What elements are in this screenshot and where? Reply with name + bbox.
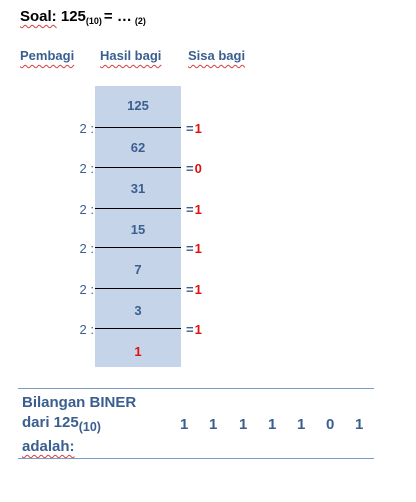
binary-digit: 1 (180, 416, 189, 433)
problem-title: Soal: 125(10) = … (2) (20, 8, 146, 26)
remainder-row: =0 (186, 161, 202, 176)
problem-number: 125 (60, 8, 86, 25)
remainder-value: 0 (194, 161, 202, 176)
problem-base: (10) (85, 16, 102, 26)
remainder-row: =1 (186, 322, 202, 337)
remainder-row: =1 (186, 202, 202, 217)
divisor-label: 2 : (79, 121, 94, 136)
result-label-base: (10) (78, 420, 101, 434)
result-label-line3: adalah: (22, 437, 136, 457)
remainder-value: 1 (194, 121, 202, 136)
remainder-row: =1 (186, 121, 202, 136)
header-hasil-bagi: Hasil bagi (100, 48, 162, 63)
divisor-label: 2 : (79, 202, 94, 217)
quotient-value: 31 (130, 181, 146, 196)
binary-digit: 1 (297, 416, 306, 433)
result-label-dari: dari 125 (22, 414, 79, 431)
quotient-value: 15 (130, 222, 146, 237)
divisor-label: 2 : (79, 322, 94, 337)
division-line (95, 328, 181, 329)
division-line (95, 208, 181, 209)
header-pembagi: Pembagi (20, 48, 75, 63)
divisor-label: 2 : (79, 282, 94, 297)
equals-sign: = (186, 121, 194, 136)
division-line (95, 288, 181, 289)
binary-digit: 1 (355, 416, 364, 433)
quotient-value: 3 (134, 303, 142, 318)
division-line (95, 247, 181, 248)
quotient-value: 62 (130, 140, 146, 155)
footer-top-rule (18, 388, 374, 389)
division-line (95, 167, 181, 168)
quotient-value: 7 (134, 262, 142, 277)
divisor-label: 2 : (79, 241, 94, 256)
remainder-value: 1 (194, 241, 202, 256)
result-label-line2: dari 125(10) (22, 413, 136, 437)
division-line (95, 127, 181, 128)
quotient-final-value: 1 (134, 344, 142, 359)
problem-equals: = … (103, 8, 132, 25)
result-label-adalah: adalah: (22, 438, 75, 455)
remainder-row: =1 (186, 282, 202, 297)
binary-digit: 1 (209, 416, 218, 433)
remainder-value: 1 (194, 202, 202, 217)
quotient-column (95, 86, 181, 367)
binary-digit: 1 (239, 416, 248, 433)
result-label-line1: Bilangan BINER (22, 394, 137, 411)
equals-sign: = (186, 202, 194, 217)
divisor-label: 2 : (79, 161, 94, 176)
result-label: Bilangan BINER dari 125(10) adalah: (22, 393, 136, 457)
footer-bottom-rule (18, 458, 374, 459)
soal-label: Soal: (20, 8, 57, 25)
equals-sign: = (186, 241, 194, 256)
quotient-value: 125 (127, 98, 149, 113)
equals-sign: = (186, 322, 194, 337)
equals-sign: = (186, 161, 194, 176)
problem-target-base: (2) (134, 16, 146, 26)
binary-digit: 0 (326, 416, 335, 433)
remainder-row: =1 (186, 241, 202, 256)
remainder-value: 1 (194, 322, 202, 337)
binary-digit: 1 (268, 416, 277, 433)
remainder-value: 1 (194, 282, 202, 297)
equals-sign: = (186, 282, 194, 297)
header-sisa-bagi: Sisa bagi (188, 48, 246, 63)
